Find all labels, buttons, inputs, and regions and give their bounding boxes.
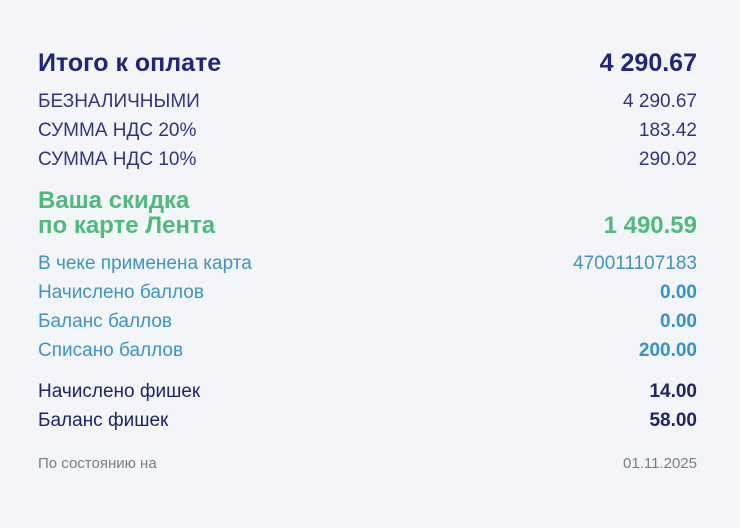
payment-label: БЕЗНАЛИЧНЫМИ (38, 91, 200, 112)
card-label: В чеке применена карта (38, 253, 252, 274)
chips-balance-row: Баланс фишек 58.00 (38, 410, 697, 432)
discount-row: Ваша скидка по карте Лента 1 490.59 (38, 188, 697, 238)
chips-earned-row: Начислено фишек 14.00 (38, 381, 697, 403)
points-balance-value: 0.00 (660, 311, 697, 332)
payment-row: БЕЗНАЛИЧНЫМИ 4 290.67 (38, 91, 697, 113)
points-spent-row: Списано баллов 200.00 (38, 340, 697, 362)
discount-label-line1: Ваша скидка (38, 187, 190, 214)
discount-label: Ваша скидка по карте Лента (38, 188, 215, 238)
total-label: Итого к оплате (38, 49, 222, 77)
chips-balance-label: Баланс фишек (38, 410, 169, 431)
chips-balance-value: 58.00 (649, 410, 697, 431)
points-earned-label: Начислено баллов (38, 282, 204, 303)
total-row: Итого к оплате 4 290.67 (38, 49, 697, 78)
points-earned-row: Начислено баллов 0.00 (38, 282, 697, 304)
chips-earned-value: 14.00 (649, 381, 697, 402)
vat10-label: СУММА НДС 10% (38, 149, 197, 170)
total-value: 4 290.67 (599, 49, 697, 77)
vat10-value: 290.02 (638, 149, 697, 170)
payment-value: 4 290.67 (623, 91, 697, 112)
points-earned-value: 0.00 (660, 282, 697, 303)
points-spent-value: 200.00 (638, 340, 697, 361)
vat10-row: СУММА НДС 10% 290.02 (38, 149, 697, 171)
card-number: 470011107183 (573, 253, 697, 274)
discount-label-line2: по карте Лента (38, 212, 216, 239)
discount-value: 1 490.59 (603, 212, 697, 239)
card-row: В чеке применена карта 470011107183 (38, 253, 697, 275)
status-label: По состоянию на (38, 455, 157, 472)
status-row: По состоянию на 01.11.2025 (38, 455, 697, 472)
points-balance-label: Баланс баллов (38, 311, 173, 332)
chips-earned-label: Начислено фишек (38, 381, 201, 402)
vat20-value: 183.42 (638, 120, 697, 141)
vat20-row: СУММА НДС 20% 183.42 (38, 120, 697, 142)
points-balance-row: Баланс баллов 0.00 (38, 311, 697, 333)
points-spent-label: Списано баллов (38, 340, 184, 361)
vat20-label: СУММА НДС 20% (38, 120, 197, 141)
status-date: 01.11.2025 (623, 455, 697, 472)
